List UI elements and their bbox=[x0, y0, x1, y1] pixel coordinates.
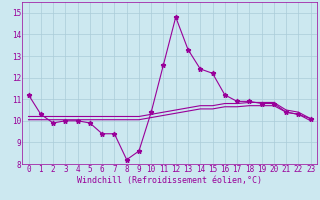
X-axis label: Windchill (Refroidissement éolien,°C): Windchill (Refroidissement éolien,°C) bbox=[77, 176, 262, 185]
